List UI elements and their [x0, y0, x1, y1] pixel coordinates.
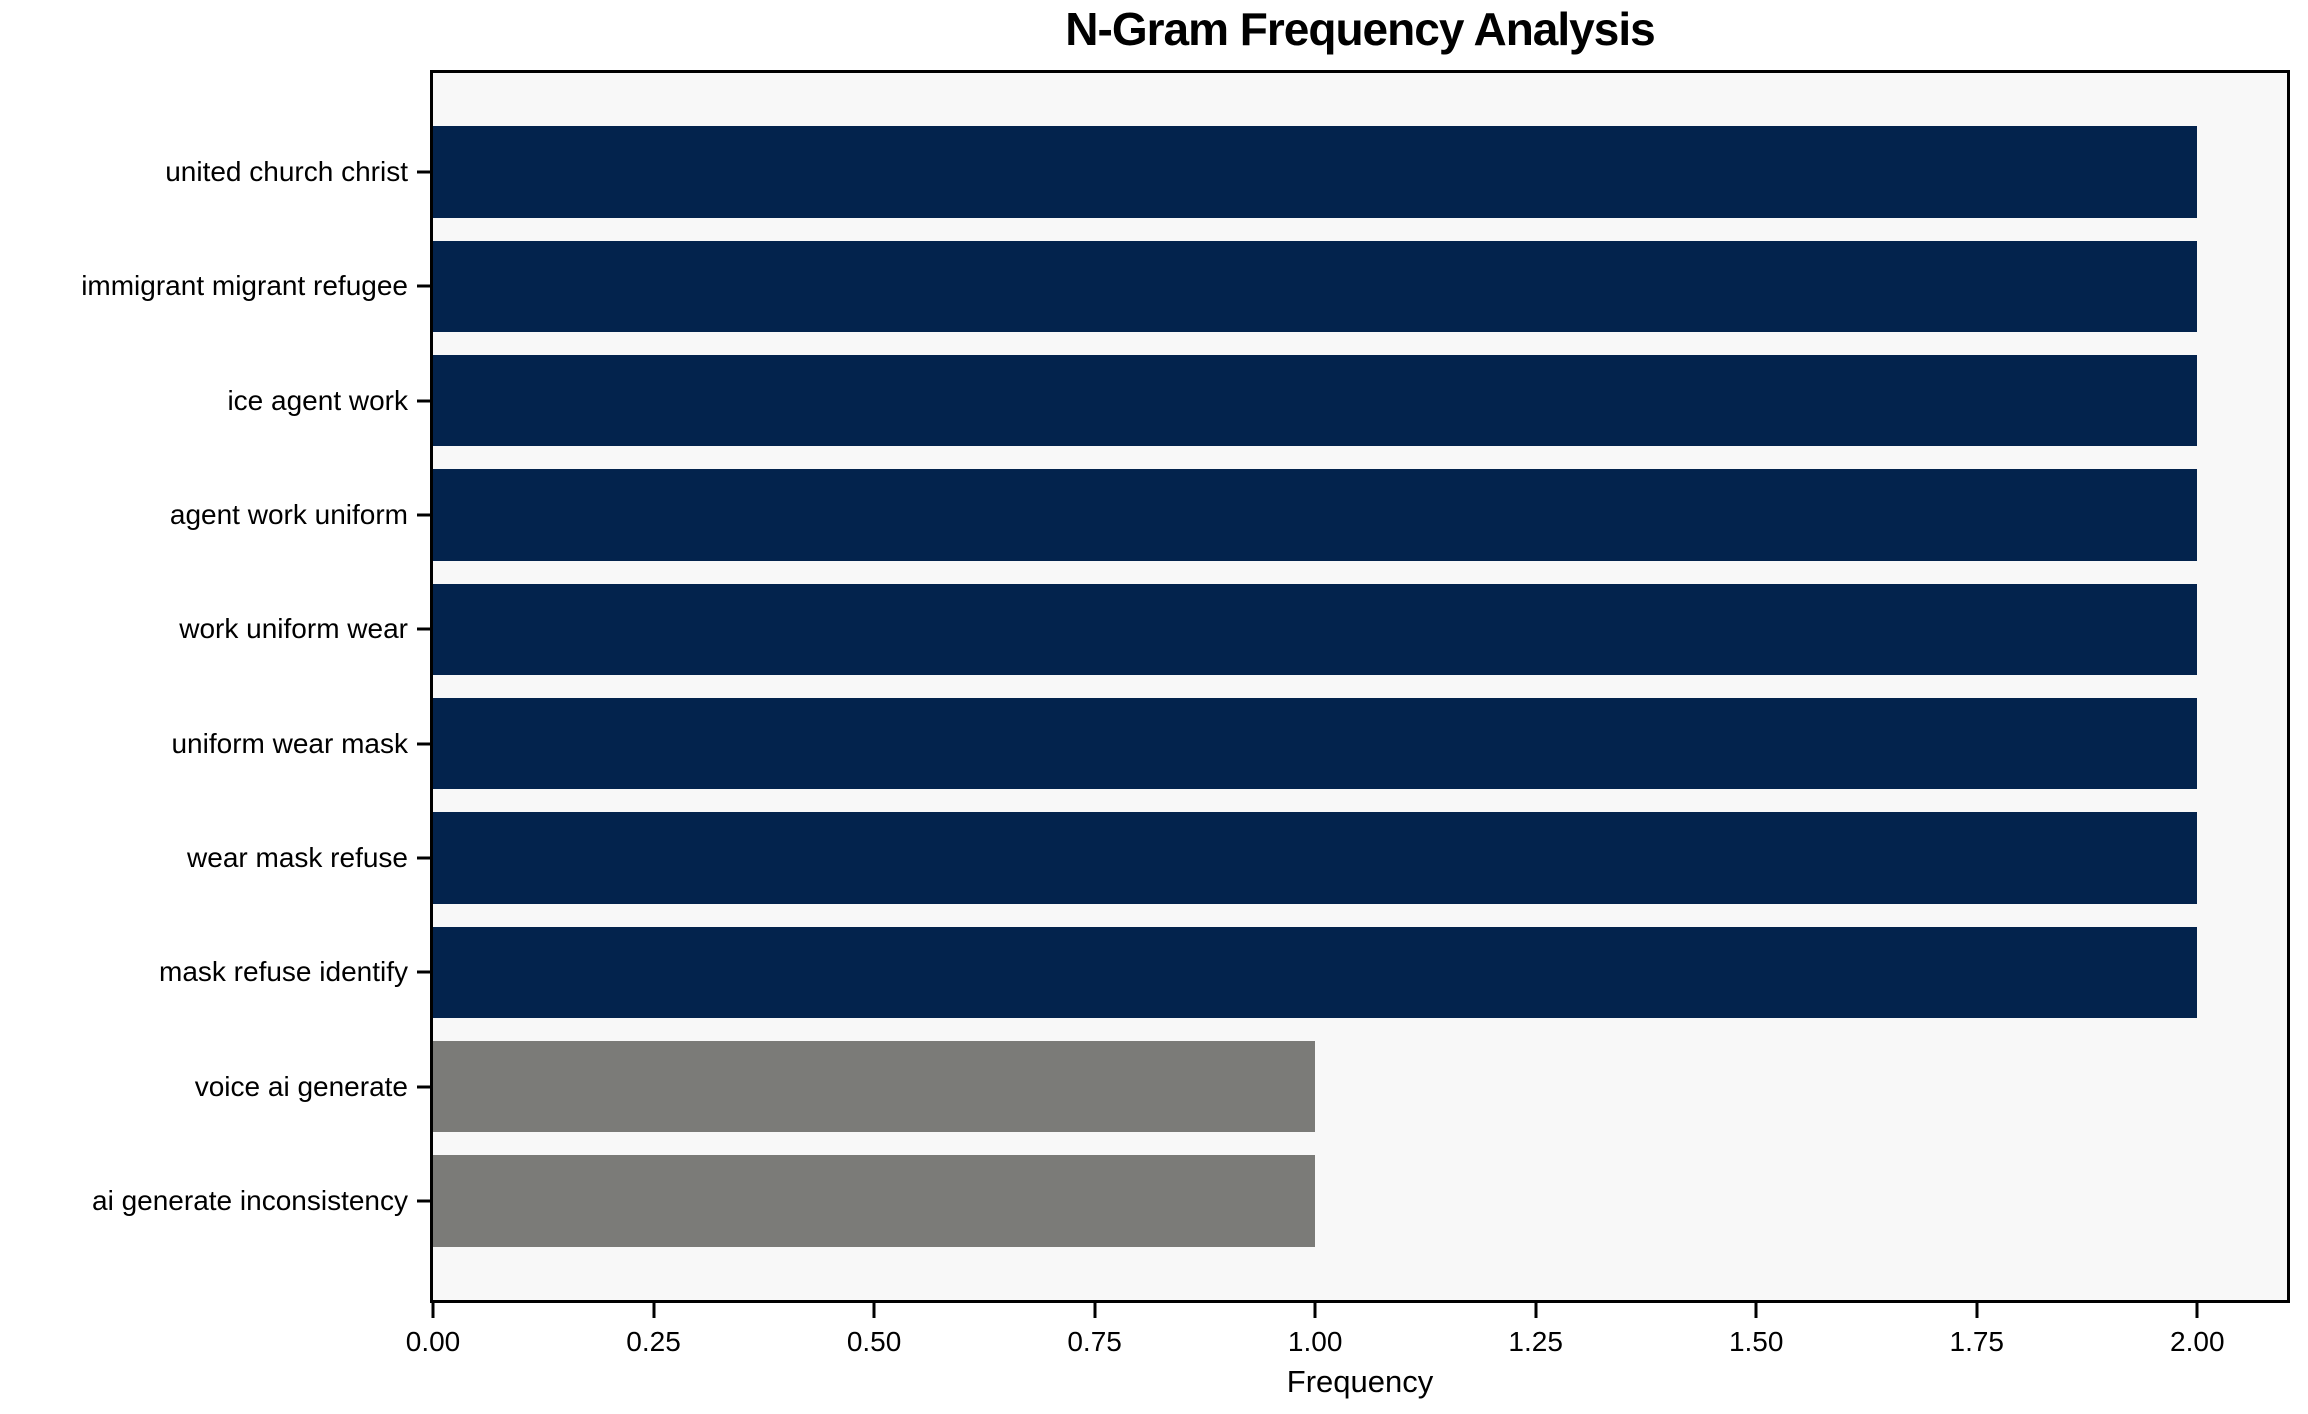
y-tick-label: voice ai generate [194, 1070, 408, 1102]
x-tick-mark [1975, 1303, 1979, 1318]
y-tick-mark [417, 399, 430, 403]
x-tick-label: 1.25 [1508, 1326, 1563, 1357]
chart-title: N-Gram Frequency Analysis [1065, 3, 1655, 55]
x-tick-mark [431, 1303, 435, 1318]
x-tick-mark [1754, 1303, 1758, 1318]
x-tick-label: 1.00 [1287, 1326, 1343, 1357]
bar-united-church-christ [433, 126, 2198, 218]
bar-immigrant-migrant-refugee [433, 240, 2198, 333]
bar-work-uniform-wear [433, 583, 2198, 676]
x-tick-label: 0.25 [626, 1326, 681, 1357]
y-tick-label: work uniform wear [179, 613, 408, 645]
bar-ice-agent-work [433, 355, 2198, 447]
bar-agent-work-uniform [433, 469, 2198, 561]
x-tick-label: 0.75 [1067, 1326, 1122, 1357]
bar-voice-ai-generate [433, 1040, 1316, 1133]
bar-ai-generate-inconsistency [433, 1155, 1316, 1247]
y-tick-label: wear mask refuse [187, 841, 408, 873]
y-tick-mark [417, 513, 430, 517]
x-tick-mark [1313, 1303, 1317, 1318]
x-tick-label: 1.50 [1728, 1326, 1784, 1357]
y-tick-label: ai generate inconsistency [92, 1184, 408, 1216]
x-tick-mark [1093, 1303, 1097, 1318]
y-tick-label: immigrant migrant refugee [81, 270, 408, 302]
x-tick-mark [872, 1303, 876, 1318]
y-tick-mark [417, 627, 430, 631]
x-tick-mark [1534, 1303, 1538, 1318]
x-tick-label: 1.75 [1949, 1326, 2005, 1357]
bar-wear-mask-refuse [433, 812, 2198, 904]
bar-mask-refuse-identify [433, 926, 2198, 1018]
x-tick-mark [652, 1303, 656, 1318]
y-tick-mark [417, 284, 430, 288]
bar-uniform-wear-mask [433, 697, 2198, 790]
y-tick-mark [417, 856, 430, 860]
y-tick-mark [417, 1085, 430, 1089]
x-tick-label: 0.50 [846, 1326, 902, 1357]
x-tick-label: 0.00 [405, 1326, 461, 1357]
y-tick-mark [417, 970, 430, 974]
plot-area [430, 70, 2290, 1303]
x-tick-label: 2.00 [2170, 1326, 2225, 1357]
y-tick-mark [417, 742, 430, 746]
y-tick-mark [417, 1199, 430, 1203]
y-tick-label: mask refuse identify [159, 956, 408, 988]
y-tick-label: united church christ [165, 156, 408, 188]
y-tick-label: uniform wear mask [171, 727, 408, 759]
y-tick-mark [417, 170, 430, 174]
y-tick-label: agent work uniform [169, 499, 408, 531]
x-axis-label: Frequency [1286, 1364, 1434, 1399]
x-tick-mark [2195, 1303, 2199, 1318]
y-tick-label: ice agent work [227, 384, 408, 416]
